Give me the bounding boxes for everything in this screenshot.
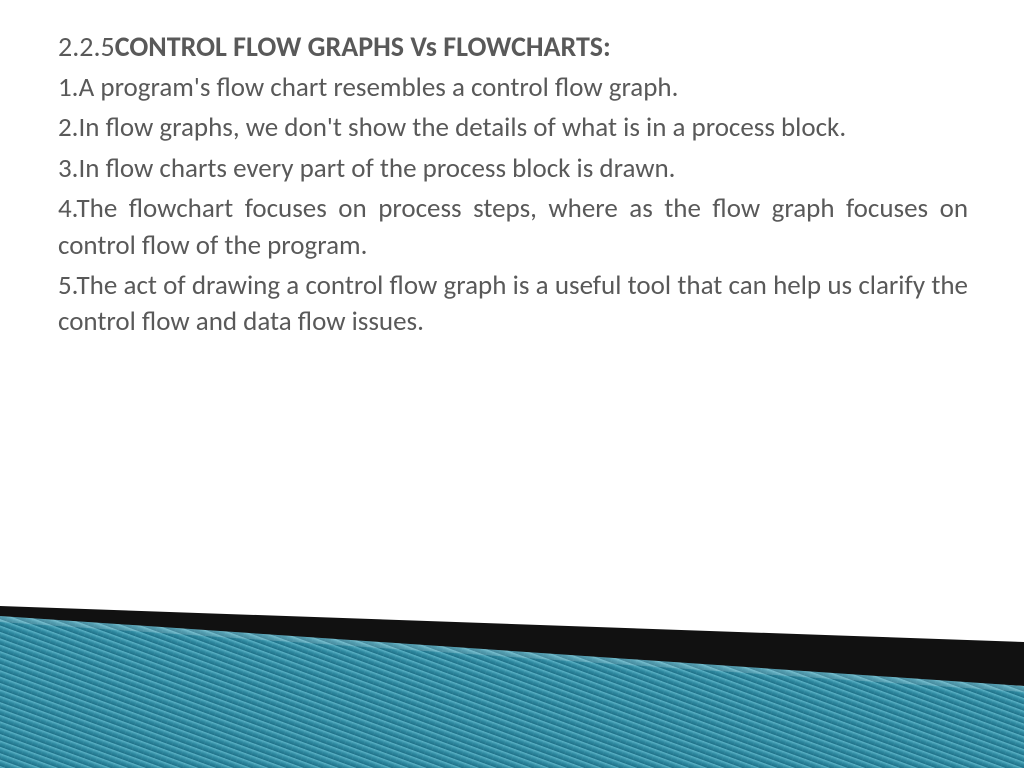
slide-heading: 2.2.5CONTROL FLOW GRAPHS Vs FLOWCHARTS: bbox=[58, 28, 968, 66]
heading-number: 2.2.5 bbox=[58, 29, 115, 64]
slide-content: 2.2.5CONTROL FLOW GRAPHS Vs FLOWCHARTS: … bbox=[58, 28, 968, 341]
bullet-point: 3.In flow charts every part of the proce… bbox=[58, 151, 968, 187]
heading-title: CONTROL FLOW GRAPHS Vs FLOWCHARTS: bbox=[115, 29, 611, 64]
bullet-point: 5.The act of drawing a control flow grap… bbox=[58, 268, 968, 341]
bullet-point: 4.The flowchart focuses on process steps… bbox=[58, 191, 968, 264]
slide: 2.2.5CONTROL FLOW GRAPHS Vs FLOWCHARTS: … bbox=[0, 0, 1024, 768]
bullet-point: 1.A program's flow chart resembles a con… bbox=[58, 70, 968, 106]
bullet-point: 2.In flow graphs, we don't show the deta… bbox=[58, 110, 968, 146]
decorative-wedge bbox=[0, 568, 1024, 768]
